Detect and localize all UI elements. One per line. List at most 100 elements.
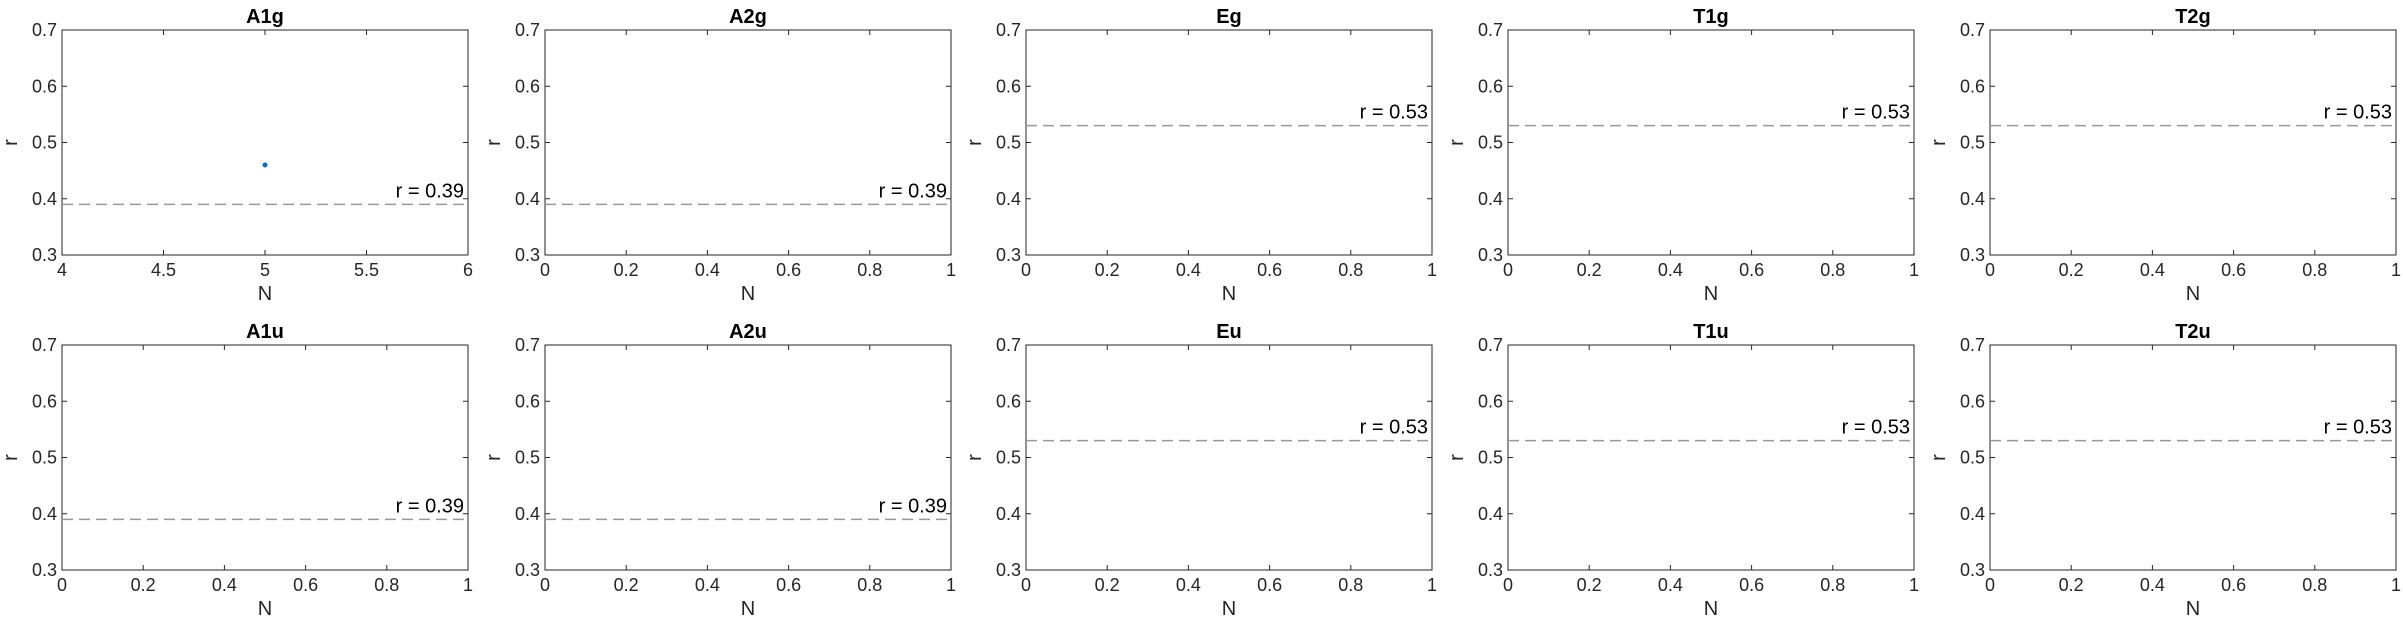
- y-tick-label: 0.6: [32, 76, 57, 96]
- x-tick-label: 0.4: [212, 575, 237, 595]
- x-tick-label: 0.6: [1739, 260, 1764, 280]
- subplot-title: A1g: [246, 6, 284, 28]
- y-tick-label: 0.3: [1478, 245, 1503, 265]
- x-tick-label: 0.4: [1658, 575, 1683, 595]
- axes-box: [544, 344, 952, 571]
- x-tick-label: 0.8: [2302, 260, 2327, 280]
- x-tick-label: 0.2: [1095, 575, 1120, 595]
- y-tick-label: 0.4: [515, 189, 540, 209]
- x-tick-label: 0: [1021, 575, 1031, 595]
- x-tick-label: 0.6: [776, 260, 801, 280]
- x-tick-label: 0.2: [2059, 260, 2084, 280]
- y-tick-label: 0.6: [515, 391, 540, 411]
- x-tick-label: 0.4: [695, 260, 720, 280]
- axes-box: [1989, 29, 2397, 256]
- reference-line-label: r = 0.39: [396, 495, 464, 517]
- x-tick-label: 1: [1427, 260, 1437, 280]
- x-tick-label: 0.2: [614, 575, 639, 595]
- x-axis-label: N: [1222, 283, 1236, 305]
- y-tick-label: 0.7: [996, 335, 1021, 355]
- subplot-title: T2u: [2175, 321, 2211, 343]
- x-tick-label: 0.8: [1338, 260, 1363, 280]
- subplot-title: A2g: [729, 6, 767, 28]
- y-axis-label: r: [1446, 454, 1468, 461]
- y-axis-label: r: [1928, 454, 1950, 461]
- x-tick-label: 0.8: [857, 575, 882, 595]
- subplot: T1g 0 0.2 0.4 0.6 0.8 1 0.3 0.4 0.5 0.6 0.7 Nr r = 0.…: [1446, 6, 1919, 305]
- x-axis-label: N: [258, 598, 272, 620]
- y-tick-label: 0.3: [515, 245, 540, 265]
- x-tick-label: 0.6: [293, 575, 318, 595]
- x-axis-label: N: [1704, 283, 1718, 305]
- y-tick-label: 0.3: [996, 560, 1021, 580]
- x-tick-label: 0.8: [1820, 260, 1845, 280]
- y-tick-label: 0.7: [515, 335, 540, 355]
- y-tick-label: 0.7: [1960, 20, 1985, 40]
- y-tick-label: 0.3: [515, 560, 540, 580]
- y-axis-label: r: [483, 139, 505, 146]
- x-axis-label: N: [1222, 598, 1236, 620]
- y-tick-label: 0.7: [996, 20, 1021, 40]
- x-axis-label: N: [258, 283, 272, 305]
- x-tick-label: 4.5: [151, 260, 176, 280]
- axes-box: [544, 29, 952, 256]
- y-tick-label: 0.5: [1478, 133, 1503, 153]
- y-tick-label: 0.5: [1960, 448, 1985, 468]
- y-axis-label: r: [964, 454, 986, 461]
- subplot: A2u 0 0.2 0.4 0.6 0.8 1 0.3 0.4 0.5 0.6 0.7 Nr r = 0.…: [483, 321, 956, 620]
- subplot: T2g 0 0.2 0.4 0.6 0.8 1 0.3 0.4 0.5 0.6 0.7 Nr r = 0.…: [1928, 6, 2401, 305]
- x-tick-label: 0.4: [2140, 260, 2165, 280]
- x-tick-label: 0.8: [1820, 575, 1845, 595]
- x-tick-label: 1: [1909, 575, 1919, 595]
- y-tick-label: 0.7: [1960, 335, 1985, 355]
- subplot: A1g 4 4.5 5 5.5 6 0.3 0.4 0.5 0.6 0.7 Nr r = 0.39: [0, 6, 473, 305]
- subplot: T1u 0 0.2 0.4 0.6 0.8 1 0.3 0.4 0.5 0.6 0.7 Nr r = 0.…: [1446, 321, 1919, 620]
- subplot-title: Eu: [1216, 321, 1242, 343]
- y-tick-label: 0.5: [515, 448, 540, 468]
- axes-box: [1025, 29, 1433, 256]
- x-tick-label: 1: [2391, 575, 2401, 595]
- x-tick-label: 0.8: [374, 575, 399, 595]
- y-tick-label: 0.7: [515, 20, 540, 40]
- y-tick-label: 0.3: [996, 245, 1021, 265]
- x-tick-label: 0.4: [1176, 575, 1201, 595]
- y-tick-label: 0.4: [32, 189, 57, 209]
- y-tick-label: 0.3: [32, 560, 57, 580]
- y-tick-label: 0.5: [515, 133, 540, 153]
- y-axis-label: r: [0, 139, 22, 146]
- x-tick-label: 0.2: [614, 260, 639, 280]
- y-tick-label: 0.5: [996, 448, 1021, 468]
- reference-line-label: r = 0.53: [2324, 102, 2392, 124]
- subplot: Eu 0 0.2 0.4 0.6 0.8 1 0.3 0.4 0.5 0.6 0.7 Nr r = 0.5…: [964, 321, 1437, 620]
- x-tick-label: 0.4: [1176, 260, 1201, 280]
- reference-line-label: r = 0.39: [879, 180, 947, 202]
- y-tick-label: 0.7: [32, 335, 57, 355]
- y-tick-label: 0.3: [1960, 560, 1985, 580]
- y-tick-label: 0.6: [1960, 76, 1985, 96]
- x-tick-label: 0.6: [2221, 260, 2246, 280]
- x-tick-label: 0.4: [695, 575, 720, 595]
- axes-box: [1507, 29, 1915, 256]
- x-tick-label: 0.2: [1577, 260, 1602, 280]
- x-axis-label: N: [2186, 598, 2200, 620]
- y-tick-label: 0.6: [32, 391, 57, 411]
- reference-line-label: r = 0.39: [879, 495, 947, 517]
- axes-box: [1507, 344, 1915, 571]
- y-tick-label: 0.3: [1960, 245, 1985, 265]
- y-tick-label: 0.3: [1478, 560, 1503, 580]
- x-tick-label: 0: [1985, 260, 1995, 280]
- y-tick-label: 0.4: [1478, 189, 1503, 209]
- data-point: [262, 162, 268, 168]
- reference-line-label: r = 0.53: [1842, 102, 1910, 124]
- x-tick-label: 0.4: [1658, 260, 1683, 280]
- y-tick-label: 0.3: [32, 245, 57, 265]
- x-tick-label: 0.6: [1257, 260, 1282, 280]
- y-tick-label: 0.4: [1960, 189, 1985, 209]
- y-tick-label: 0.7: [1478, 335, 1503, 355]
- axes-box: [1025, 344, 1433, 571]
- reference-line-label: r = 0.53: [2324, 417, 2392, 439]
- subplot: A1u 0 0.2 0.4 0.6 0.8 1 0.3 0.4 0.5 0.6 0.7 Nr r = 0.…: [0, 321, 473, 620]
- y-tick-label: 0.4: [1478, 504, 1503, 524]
- x-tick-label: 0: [1503, 575, 1513, 595]
